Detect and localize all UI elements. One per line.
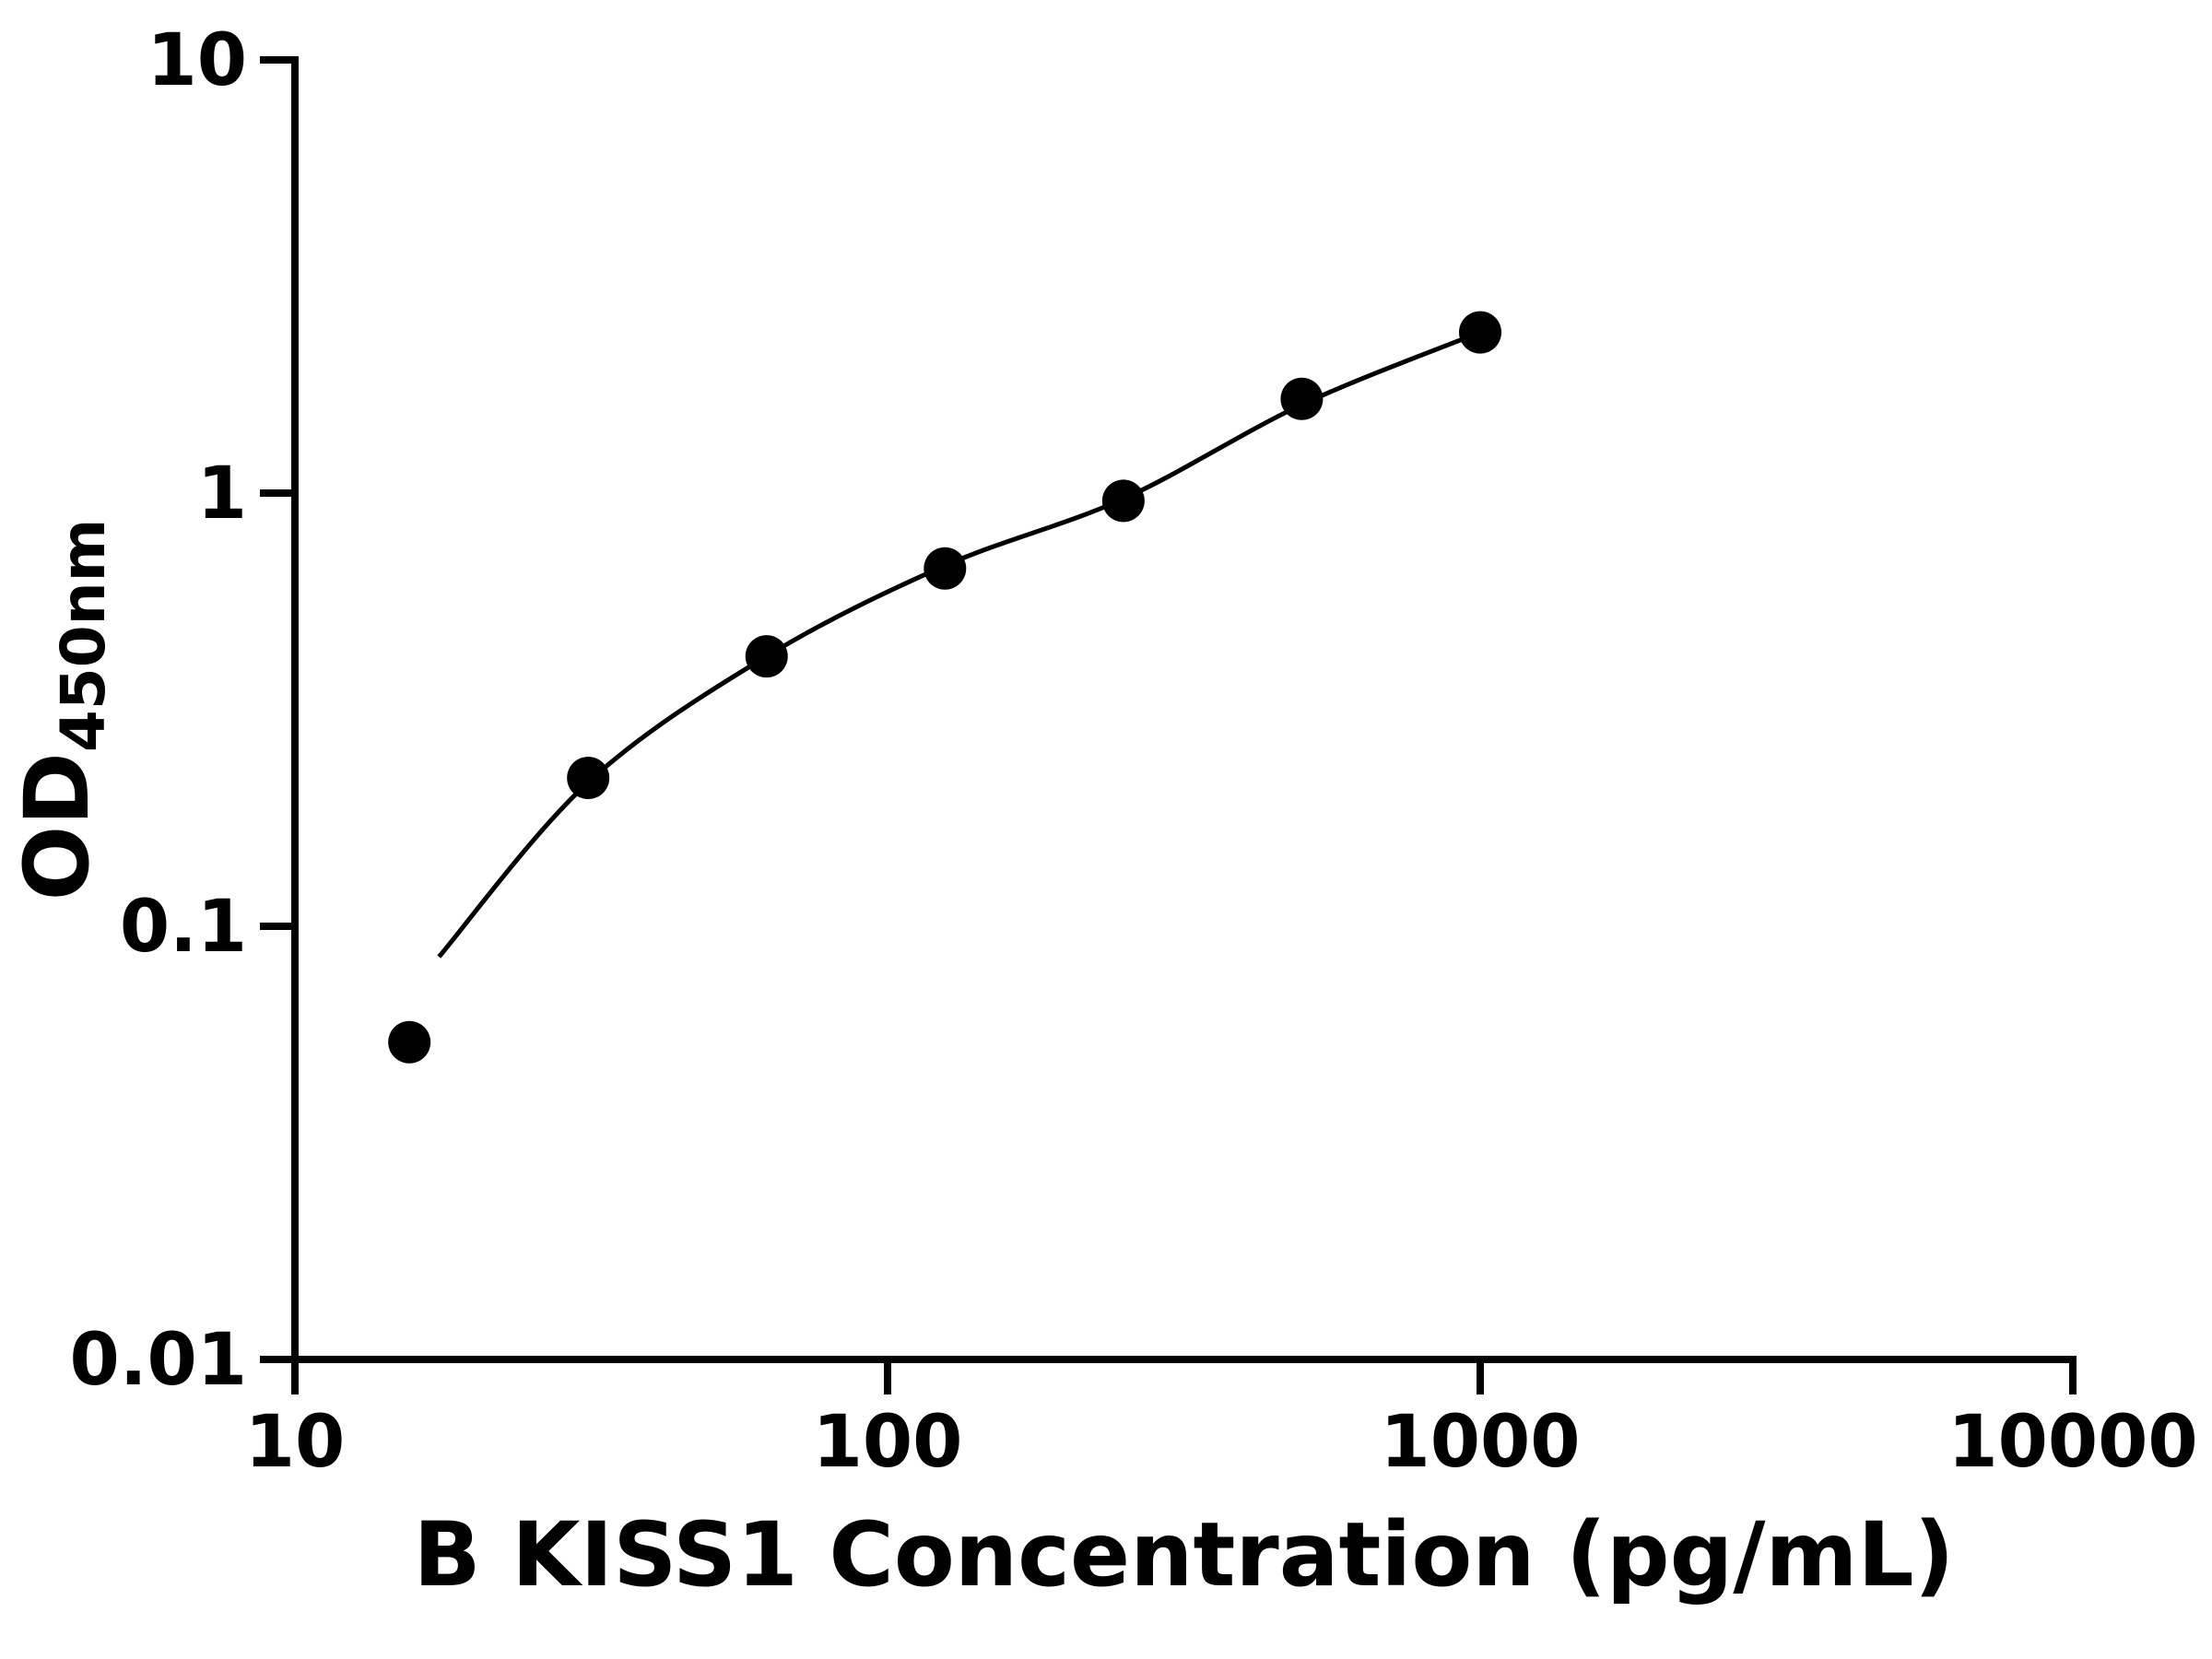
data-point — [1459, 311, 1501, 354]
x-tick-label: 10 — [245, 1401, 346, 1484]
y-axis-title: OD450nm — [6, 519, 119, 901]
data-point — [567, 757, 610, 800]
data-point — [1101, 479, 1145, 523]
data-point — [745, 635, 788, 678]
data-point — [1280, 377, 1324, 420]
data-point — [924, 547, 967, 590]
x-tick-label: 10000 — [1947, 1401, 2197, 1484]
data-point — [388, 1020, 431, 1064]
x-axis-title: B KISS1 Concentration (pg/mL) — [414, 1503, 1955, 1606]
x-tick-label: 100 — [813, 1401, 963, 1484]
y-tick-label: 10 — [147, 19, 247, 102]
y-tick-label: 0.1 — [120, 886, 247, 969]
y-tick-label: 1 — [197, 453, 247, 535]
y-tick-label: 0.01 — [70, 1319, 247, 1402]
fit-curve — [437, 330, 1481, 959]
x-tick-label: 1000 — [1380, 1401, 1580, 1484]
